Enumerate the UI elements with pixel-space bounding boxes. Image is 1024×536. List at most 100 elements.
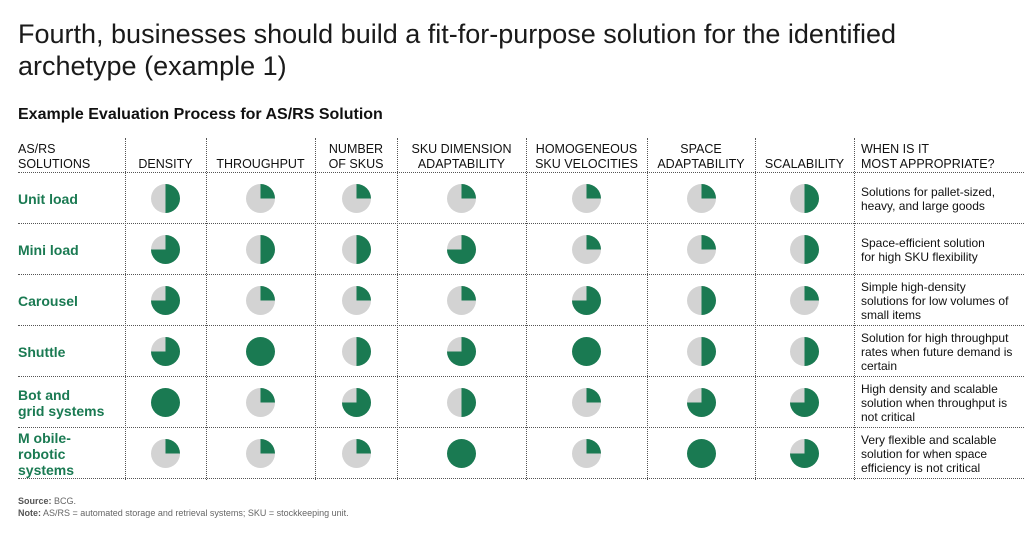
harvey-ball — [686, 337, 716, 366]
appropriate-text: High density and scalable solution when t… — [861, 382, 1024, 424]
harvey-fill — [572, 286, 601, 315]
rating-cell — [150, 234, 181, 270]
column-divider — [315, 138, 316, 480]
harvey-ball — [686, 286, 716, 315]
row-label-line: grid systems — [18, 402, 105, 419]
row-label: Unit load — [18, 191, 121, 207]
rating-cell — [446, 285, 477, 321]
row-label-line: Unit load — [18, 190, 78, 207]
harvey-fill — [701, 184, 716, 199]
row-label: Mini load — [18, 242, 121, 258]
column-header-text: SKU DIMENSION ADAPTABILITY — [411, 142, 511, 172]
appropriate-text: Solution for high throughput rates when f… — [861, 331, 1024, 373]
appropriate-text-line: not critical — [861, 409, 916, 424]
appropriate-text: Solutions for pallet-sized, heavy, and la… — [861, 185, 1024, 213]
rating-cell — [341, 438, 372, 474]
appropriate-text-line: efficiency is not critical — [861, 460, 981, 475]
rating-cell — [245, 234, 276, 270]
rating-cell — [150, 285, 181, 321]
rating-cell — [150, 183, 181, 219]
column-header-text: SCALABILITY — [765, 157, 844, 172]
appropriate-header-line: WHEN IS IT — [861, 142, 930, 156]
row-label: Shuttle — [18, 344, 121, 360]
appropriate-header-line: MOST APPROPRIATE? — [861, 157, 995, 171]
harvey-ball — [790, 337, 819, 366]
footnotes: Source: BCG. Note: AS/RS = automated sto… — [18, 495, 349, 519]
appropriate-text-line: solution when throughput is — [861, 395, 1008, 410]
harvey-fill — [586, 235, 601, 250]
rating-cell — [150, 336, 181, 372]
harvey-ball — [790, 235, 819, 264]
harvey-ball — [447, 388, 476, 417]
appropriate-text-line: Space-efficient solution — [861, 235, 985, 250]
column-header: SCALABILITY — [755, 136, 854, 172]
column-divider — [206, 138, 207, 480]
harvey-ball — [686, 184, 716, 213]
harvey-fill — [356, 286, 371, 301]
harvey-ball — [447, 337, 476, 366]
source-text: BCG. — [51, 496, 77, 506]
appropriate-text-line: certain — [861, 358, 898, 373]
row-label-line: robotic — [18, 445, 66, 462]
chart-subtitle: Example Evaluation Process for AS/RS Sol… — [18, 106, 383, 123]
rating-cell — [686, 387, 717, 423]
harvey-ball — [572, 337, 601, 366]
column-header-line: ADAPTABILITY — [417, 157, 506, 171]
harvey-ball — [790, 184, 819, 213]
corner-header-text: AS/RS SOLUTIONS — [18, 142, 90, 172]
harvey-fill — [260, 439, 275, 454]
corner-header-line: SOLUTIONS — [18, 157, 91, 171]
rating-cell — [446, 387, 477, 423]
harvey-fill — [356, 235, 371, 264]
column-header: THROUGHPUT — [206, 136, 315, 172]
harvey-fill — [356, 439, 371, 454]
harvey-fill — [461, 184, 476, 199]
page-title: Fourth, businesses should build a fit-fo… — [18, 19, 897, 81]
harvey-ball — [246, 184, 275, 213]
harvey-fill — [151, 337, 180, 366]
harvey-fill — [804, 286, 819, 301]
column-header-text: HOMOGENEOUS SKU VELOCITIES — [535, 142, 638, 172]
rating-cell — [245, 438, 276, 474]
harvey-fill — [804, 337, 819, 366]
harvey-ball — [246, 337, 275, 366]
harvey-ball — [151, 184, 180, 213]
harvey-ball — [447, 184, 476, 213]
rating-cell — [789, 438, 820, 474]
harvey-ball — [447, 235, 476, 264]
row-label-line: systems — [18, 461, 75, 478]
column-divider — [647, 138, 648, 480]
harvey-ball — [246, 286, 275, 315]
harvey-fill — [260, 235, 275, 264]
harvey-fill — [461, 388, 476, 417]
row-label-line: Carousel — [18, 292, 78, 309]
harvey-fill — [151, 388, 180, 417]
column-divider — [755, 138, 756, 480]
column-header-line: SPACE — [680, 142, 722, 156]
harvey-ball — [246, 439, 275, 468]
appropriate-text-line: solution for when space — [861, 446, 988, 461]
appropriate-text: Space-efficient solution for high SKU fle… — [861, 236, 1024, 264]
harvey-fill — [461, 286, 476, 301]
harvey-fill — [246, 337, 275, 366]
harvey-fill — [260, 388, 275, 403]
harvey-fill — [447, 439, 476, 468]
harvey-ball — [246, 388, 275, 417]
harvey-fill — [686, 388, 716, 417]
column-header-line: SKU VELOCITIES — [535, 157, 638, 171]
appropriate-text-line: solutions for low volumes of — [861, 293, 1009, 308]
column-header-line: SKU DIMENSION — [411, 142, 512, 156]
harvey-ball — [151, 388, 180, 417]
harvey-ball — [572, 439, 601, 468]
harvey-ball — [572, 388, 601, 417]
column-header-line: DENSITY — [138, 157, 193, 171]
rating-cell — [789, 285, 820, 321]
harvey-ball — [341, 286, 371, 315]
appropriate-text-line: Very flexible and scalable — [861, 432, 997, 447]
harvey-fill — [790, 439, 819, 468]
harvey-fill — [447, 235, 476, 264]
appropriate-header-text: WHEN IS IT MOST APPROPRIATE? — [861, 142, 995, 172]
row-label-line: Shuttle — [18, 343, 66, 360]
harvey-ball — [341, 337, 371, 366]
rating-cell — [789, 183, 820, 219]
